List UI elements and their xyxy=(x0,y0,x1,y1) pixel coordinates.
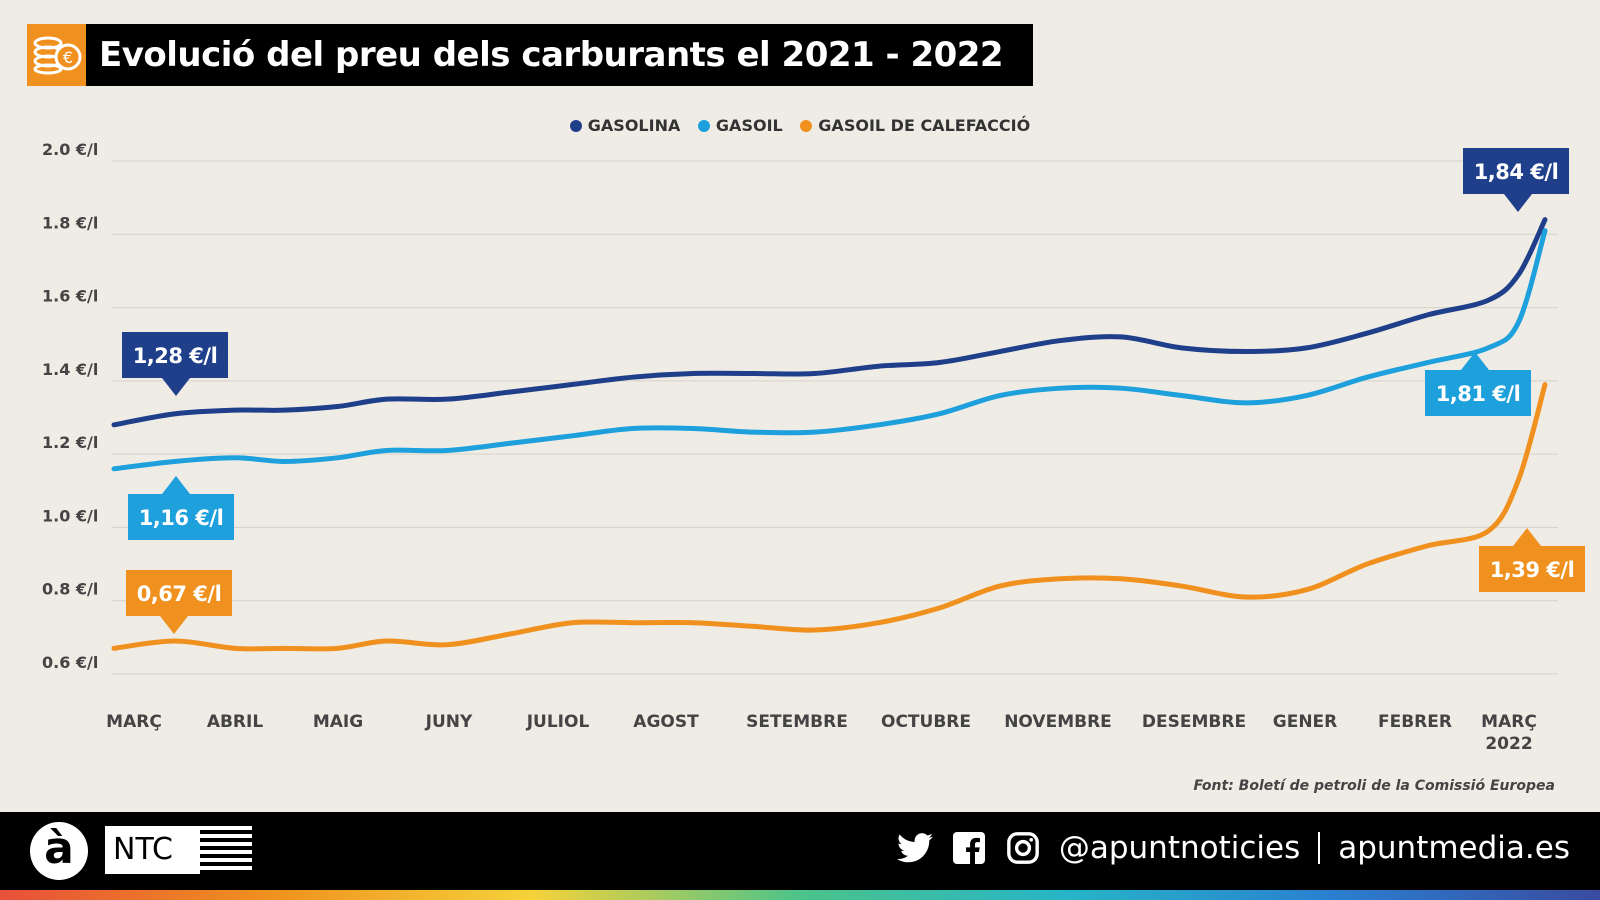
legend-dot xyxy=(569,120,582,132)
legend-dot xyxy=(697,120,710,132)
social-links: @apuntnoticies apuntmedia.es xyxy=(896,830,1570,866)
callout-box xyxy=(122,332,228,378)
legend-item-gasoil: GASOIL xyxy=(697,116,783,135)
y-tick-label: 1.4 €/l xyxy=(42,360,98,379)
callout-box xyxy=(126,570,232,616)
x-tick-label: NOVEMBRE xyxy=(1004,712,1112,732)
legend: GASOLINA GASOIL GASOIL DE CALEFACCIÓ xyxy=(0,116,1600,135)
separator xyxy=(1318,832,1321,864)
legend-dot xyxy=(800,120,813,132)
x-tick-label: ABRIL xyxy=(207,712,264,732)
callout-pointer xyxy=(162,476,190,494)
legend-item-gasolina: GASOLINA xyxy=(569,116,681,135)
y-tick-label: 1.8 €/l xyxy=(42,213,98,232)
legend-item-calefaccio: GASOIL DE CALEFACCIÓ xyxy=(800,116,1030,135)
callout-label: 1,84 €/l xyxy=(1474,160,1559,184)
callout-box xyxy=(128,494,234,540)
callout-box xyxy=(1463,148,1569,194)
twitter-icon[interactable] xyxy=(896,830,933,866)
y-tick-label: 2.0 €/l xyxy=(42,140,98,159)
callout-label: 1,39 €/l xyxy=(1490,558,1575,582)
apunt-logo: à xyxy=(30,822,88,880)
rainbow-stripe xyxy=(0,890,1600,900)
callout-pointer xyxy=(162,378,190,396)
callout-box xyxy=(1479,546,1585,592)
x-tick-label: 2022 xyxy=(1485,734,1532,754)
x-tick-label: SETEMBRE xyxy=(746,712,848,732)
callout-box xyxy=(1425,370,1531,416)
legend-label: GASOIL DE CALEFACCIÓ xyxy=(818,116,1031,135)
x-tick-label: AGOST xyxy=(633,712,699,732)
series-line-gasoil xyxy=(111,228,1548,472)
callout-pointer xyxy=(1461,352,1489,370)
callout-label: 1,16 €/l xyxy=(139,506,224,530)
callout-label: 1,81 €/l xyxy=(1436,382,1521,406)
svg-text:€: € xyxy=(62,48,72,67)
title-bar: € Evolució del preu dels carburants el 2… xyxy=(27,24,1034,86)
twitter-handle[interactable]: @apuntnoticies xyxy=(1058,830,1301,866)
x-tick-label: MAIG xyxy=(313,712,363,732)
y-tick-label: 0.8 €/l xyxy=(42,580,98,599)
x-tick-label: DESEMBRE xyxy=(1142,712,1246,732)
ntc-logo-lines xyxy=(196,826,252,874)
chart-title: Evolució del preu dels carburants el 202… xyxy=(86,24,1034,86)
x-tick-label: MARÇ xyxy=(1481,712,1537,732)
callout-label: 0,67 €/l xyxy=(137,582,222,606)
y-tick-label: 1.2 €/l xyxy=(42,433,98,452)
x-tick-label: JUNY xyxy=(425,712,473,732)
x-tick-label: GENER xyxy=(1273,712,1338,732)
footer: à NTC @apuntnoticies apuntmedia.es xyxy=(0,812,1600,891)
legend-label: GASOLINA xyxy=(587,116,681,135)
source-note: Font: Boletí de petroli de la Comissió E… xyxy=(1193,778,1555,794)
x-tick-label: FEBRER xyxy=(1378,712,1452,732)
callout-pointer xyxy=(160,616,188,634)
series-line-calefaccio xyxy=(111,382,1548,652)
series-line-gasolina xyxy=(111,217,1548,428)
legend-label: GASOIL xyxy=(715,116,783,135)
y-tick-label: 1.0 €/l xyxy=(42,506,98,525)
line-chart: 0.6 €/l 0.8 €/l 1.0 €/l 1.2 €/l 1.4 €/l 1.6 €… xyxy=(42,140,1585,754)
instagram-icon[interactable] xyxy=(1005,830,1041,866)
callout-pointer xyxy=(1513,528,1541,546)
ntc-logo: NTC xyxy=(105,826,200,874)
y-tick-label: 1.6 €/l xyxy=(42,287,98,306)
website-link[interactable]: apuntmedia.es xyxy=(1338,830,1570,866)
callout-pointer xyxy=(1504,194,1532,212)
y-tick-label: 0.6 €/l xyxy=(42,653,98,672)
coins-euro-icon: € xyxy=(27,24,86,86)
callout-label: 1,28 €/l xyxy=(133,344,218,368)
x-tick-label: MARÇ xyxy=(106,712,162,732)
x-tick-label: OCTUBRE xyxy=(881,712,971,732)
x-tick-label: JULIOL xyxy=(526,712,590,732)
facebook-icon[interactable] xyxy=(951,830,987,866)
